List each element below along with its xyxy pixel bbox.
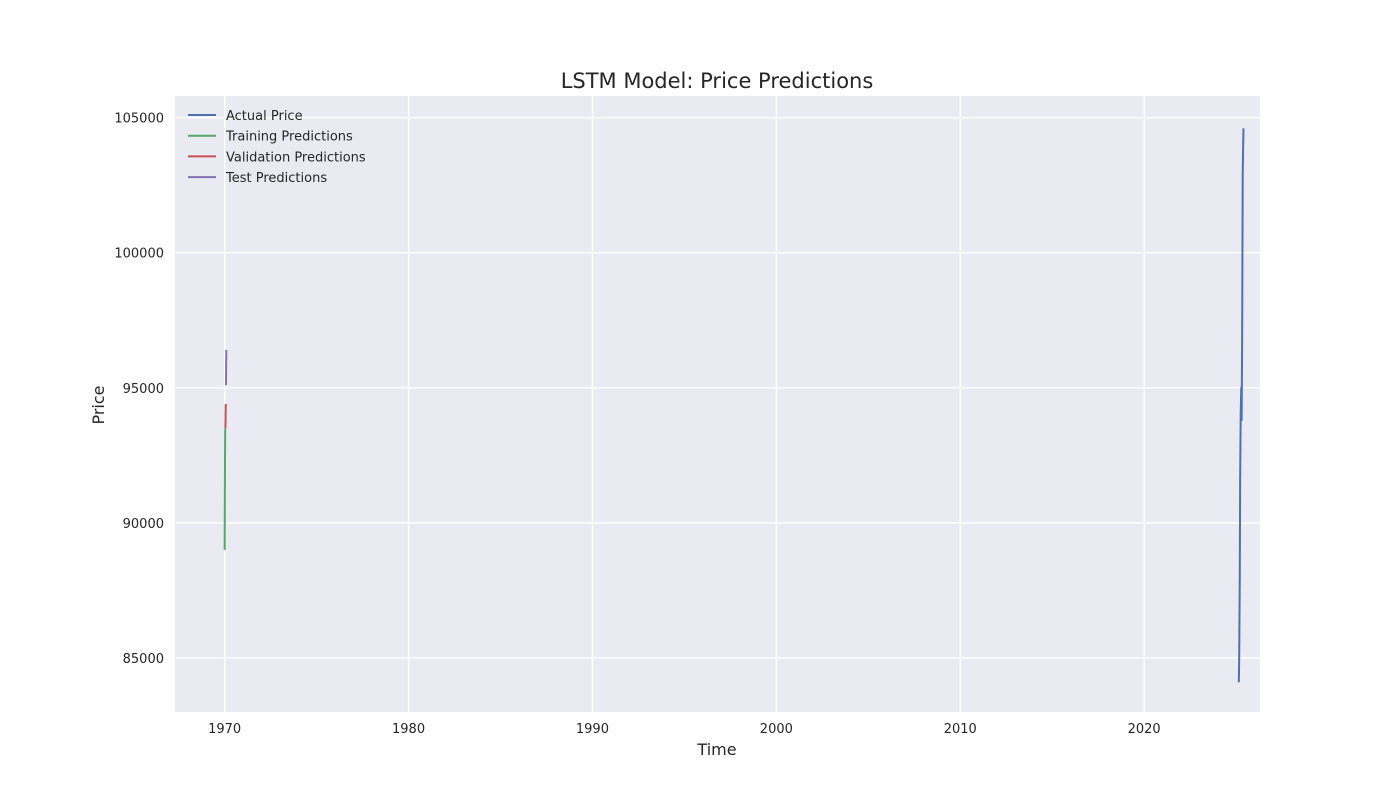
chart-title: LSTM Model: Price Predictions xyxy=(561,69,874,93)
legend-label: Validation Predictions xyxy=(226,150,366,165)
y-axis-label: Price xyxy=(89,385,108,424)
y-axis-ticks: 85000 90000 95000 100000 105000 xyxy=(114,112,164,667)
legend: Actual Price Training Predictions Validati… xyxy=(188,109,366,186)
series-layer xyxy=(223,128,1245,683)
x-axis-ticks: 1970 1980 1990 2000 2010 2020 xyxy=(208,722,1161,737)
legend-item: Validation Predictions xyxy=(188,150,366,165)
legend-item: Actual Price xyxy=(188,109,303,124)
series-line xyxy=(223,428,227,550)
grid-lines xyxy=(175,96,1260,712)
series-1 xyxy=(223,428,227,550)
y-tick-label: 100000 xyxy=(114,247,164,262)
x-axis-label: Time xyxy=(696,740,736,759)
legend-label: Training Predictions xyxy=(225,130,353,145)
x-tick-label: 1970 xyxy=(208,722,241,737)
legend-item: Test Predictions xyxy=(188,171,327,186)
x-tick-label: 1980 xyxy=(392,722,425,737)
x-tick-label: 1990 xyxy=(576,722,609,737)
legend-label: Test Predictions xyxy=(225,171,327,186)
series-line xyxy=(1237,128,1245,683)
y-tick-label: 85000 xyxy=(123,652,164,667)
legend-item: Training Predictions xyxy=(188,130,353,145)
y-tick-label: 105000 xyxy=(114,112,164,127)
y-tick-label: 90000 xyxy=(123,517,164,532)
x-tick-label: 2020 xyxy=(1128,722,1161,737)
x-tick-label: 2010 xyxy=(944,722,977,737)
plot-background xyxy=(175,96,1260,712)
legend-label: Actual Price xyxy=(226,109,303,124)
series-0 xyxy=(1237,128,1245,683)
y-tick-label: 95000 xyxy=(123,382,164,397)
x-tick-label: 2000 xyxy=(760,722,793,737)
